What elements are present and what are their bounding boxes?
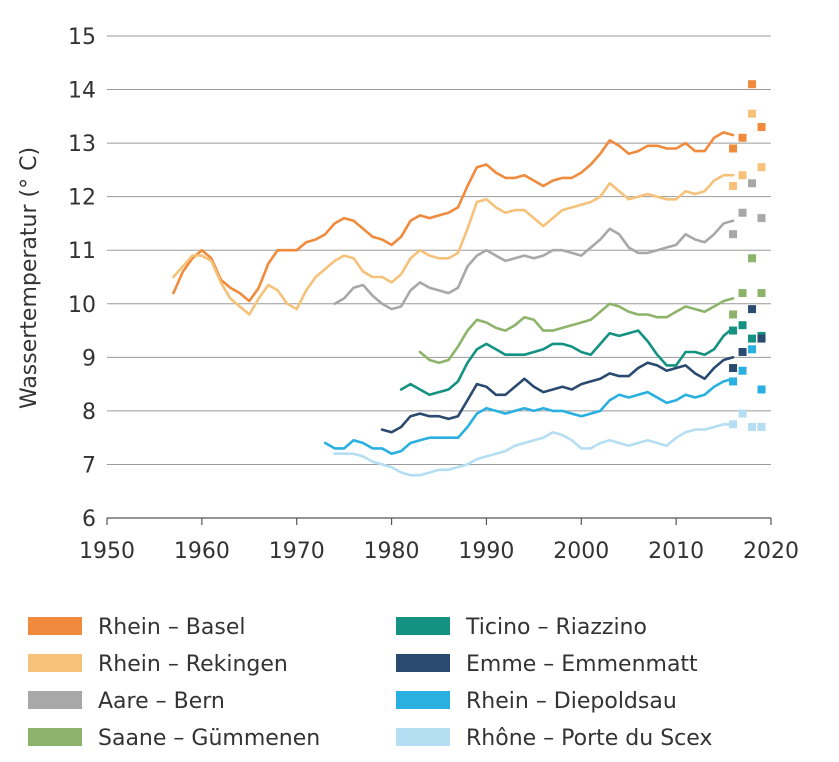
x-tick-label: 2010 xyxy=(648,539,704,564)
y-tick-label: 6 xyxy=(82,507,96,532)
legend-swatch xyxy=(28,691,82,709)
projection-marker xyxy=(738,289,747,298)
projection-marker xyxy=(729,377,738,386)
projection-marker xyxy=(738,347,747,356)
projection-marker xyxy=(748,345,757,354)
projection-marker xyxy=(738,133,747,142)
legend-swatch xyxy=(28,654,82,672)
y-tick-label: 15 xyxy=(68,25,96,50)
tick-labels: 6 7 8 9 10 11 12 13 14 15 1950 1960 1970 1980 1990 2000… xyxy=(68,25,799,564)
series-line-7 xyxy=(333,422,735,477)
axes xyxy=(106,517,772,525)
legend: Rhein – Basel Rhein – Rekingen Aare – Bern… xyxy=(28,615,712,751)
projection-marker xyxy=(738,366,747,375)
projection-marker xyxy=(757,334,766,343)
projection-marker xyxy=(748,179,757,188)
projection-marker xyxy=(729,230,738,239)
legend-label: Rhein – Diepoldsau xyxy=(466,689,677,714)
legend-label: Aare – Bern xyxy=(98,689,225,714)
projection-marker xyxy=(729,310,738,319)
projection-marker xyxy=(748,109,757,118)
projection-marker xyxy=(757,123,766,132)
x-tick-label: 1990 xyxy=(458,539,514,564)
projection-markers xyxy=(729,80,766,431)
projection-marker xyxy=(729,364,738,373)
legend-swatch xyxy=(396,728,450,746)
projection-marker xyxy=(748,422,757,431)
projection-marker xyxy=(748,254,757,263)
y-tick-label: 10 xyxy=(68,293,96,318)
projection-marker xyxy=(729,420,738,429)
legend-label: Ticino – Riazzino xyxy=(465,615,647,640)
x-tick-label: 1960 xyxy=(174,539,230,564)
y-tick-label: 13 xyxy=(68,132,96,157)
series-line-0 xyxy=(172,131,735,303)
legend-swatch xyxy=(396,691,450,709)
y-tick-label: 11 xyxy=(68,239,96,264)
projection-marker xyxy=(738,321,747,330)
legend-label: Rhein – Rekingen xyxy=(98,652,288,677)
series-line-1 xyxy=(172,173,735,316)
y-tick-label: 8 xyxy=(82,400,96,425)
projection-marker xyxy=(738,409,747,418)
projection-marker xyxy=(757,385,766,394)
legend-label: Rhein – Basel xyxy=(98,615,246,640)
projection-marker xyxy=(757,163,766,172)
series-lines xyxy=(172,131,735,477)
y-axis-label: Wassertemperatur (° C) xyxy=(17,147,42,409)
y-tick-label: 7 xyxy=(82,453,96,478)
legend-label: Emme – Emmenmatt xyxy=(466,652,698,677)
legend-swatch xyxy=(28,728,82,746)
projection-marker xyxy=(757,422,766,431)
legend-swatch xyxy=(396,617,450,635)
projection-marker xyxy=(757,289,766,298)
series-line-3 xyxy=(418,297,735,365)
x-tick-label: 1950 xyxy=(79,539,135,564)
projection-marker xyxy=(729,181,738,190)
y-tick-label: 14 xyxy=(68,79,96,104)
series-line-5 xyxy=(380,355,735,434)
x-tick-label: 2020 xyxy=(743,539,799,564)
grid-lines xyxy=(107,35,771,465)
projection-marker xyxy=(729,144,738,153)
y-tick-label: 9 xyxy=(82,346,96,371)
projection-marker xyxy=(757,214,766,223)
projection-marker xyxy=(738,208,747,217)
projection-marker xyxy=(729,326,738,335)
series-line-6 xyxy=(323,377,735,456)
projection-marker xyxy=(748,334,757,343)
series-line-2 xyxy=(333,219,735,311)
projection-marker xyxy=(748,80,757,89)
legend-label: Rhône – Porte du Scex xyxy=(466,726,712,751)
legend-swatch xyxy=(28,617,82,635)
x-tick-label: 1970 xyxy=(269,539,325,564)
legend-swatch xyxy=(396,654,450,672)
x-tick-label: 1980 xyxy=(364,539,420,564)
x-tick-label: 2000 xyxy=(553,539,609,564)
legend-label: Saane – Gümmenen xyxy=(98,726,320,751)
projection-marker xyxy=(738,171,747,180)
y-tick-label: 12 xyxy=(68,186,96,211)
series-line-4 xyxy=(399,326,735,397)
projection-marker xyxy=(748,305,757,314)
